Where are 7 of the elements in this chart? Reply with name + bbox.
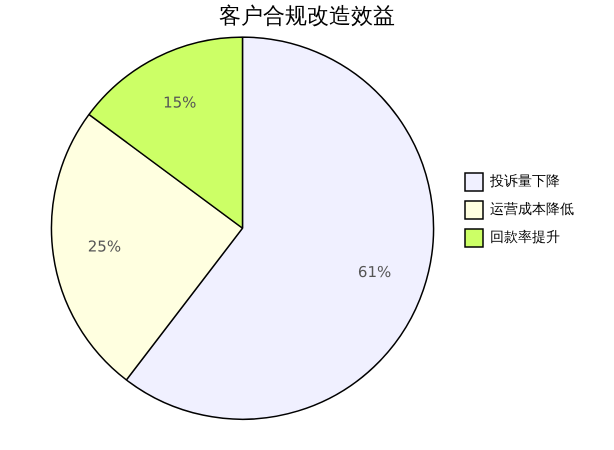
legend-label: 回款率提升 [490, 230, 560, 246]
legend-label: 投诉量下降 [489, 174, 560, 190]
data-label: 15% [163, 94, 196, 112]
chart-title: 客户合规改造效益 [219, 4, 395, 29]
legend-label: 运营成本降低 [490, 202, 574, 218]
data-label: 61% [358, 262, 392, 281]
data-label: 25% [88, 238, 122, 256]
